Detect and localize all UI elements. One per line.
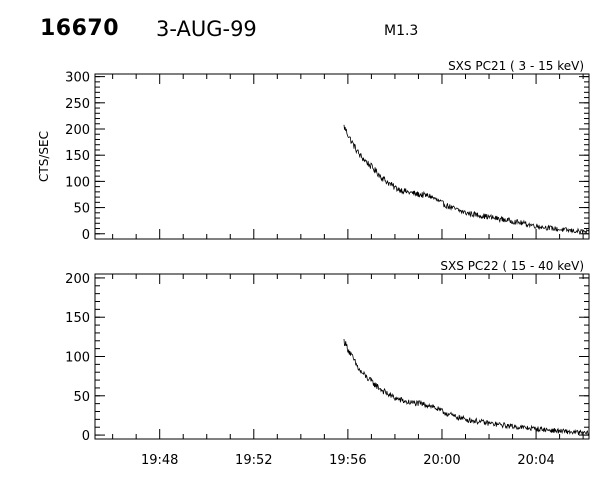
y-tick-label: 300 <box>65 71 90 86</box>
y-tick-label: 150 <box>65 149 90 164</box>
panel-label: SXS PC21 ( 3 - 15 keV) <box>448 59 584 73</box>
y-tick-label: 0 <box>82 228 90 243</box>
y-tick-label: 50 <box>73 390 90 405</box>
x-tick-label: 20:00 <box>423 453 460 468</box>
flare-class: M1.3 <box>384 23 419 39</box>
y-tick-label: 50 <box>73 202 90 217</box>
panel-2: 0 50 100 150 200 19:48 19:52 19:56 20:00 20:04 SXS… <box>65 259 590 468</box>
y-tick-label: 100 <box>65 351 90 366</box>
y-tick-label: 250 <box>65 97 90 112</box>
series-line <box>343 124 589 234</box>
y-tick-label: 200 <box>65 123 90 138</box>
panel-1: 0 50 100 150 200 250 300 SXS PC21 ( 3 - 15 keV)… <box>37 59 590 243</box>
x-tick-label: 19:48 <box>141 453 178 468</box>
panel-label: SXS PC22 ( 15 - 40 keV) <box>440 259 584 273</box>
x-tick-label: 20:04 <box>517 453 554 468</box>
series-line <box>343 338 589 436</box>
event-id: 16670 <box>40 16 120 41</box>
x-tick-label: 19:52 <box>235 453 272 468</box>
plot-frame <box>94 273 590 440</box>
y-tick-label: 200 <box>65 272 90 287</box>
y-tick-label: 0 <box>82 429 90 444</box>
event-date: 3-AUG-99 <box>156 17 257 41</box>
y-tick-label: 150 <box>65 311 90 326</box>
x-tick-label: 19:56 <box>329 453 366 468</box>
y-tick-label: 100 <box>65 175 90 190</box>
y-axis-title: CTS/SEC <box>37 131 51 182</box>
plot-frame <box>94 73 590 240</box>
